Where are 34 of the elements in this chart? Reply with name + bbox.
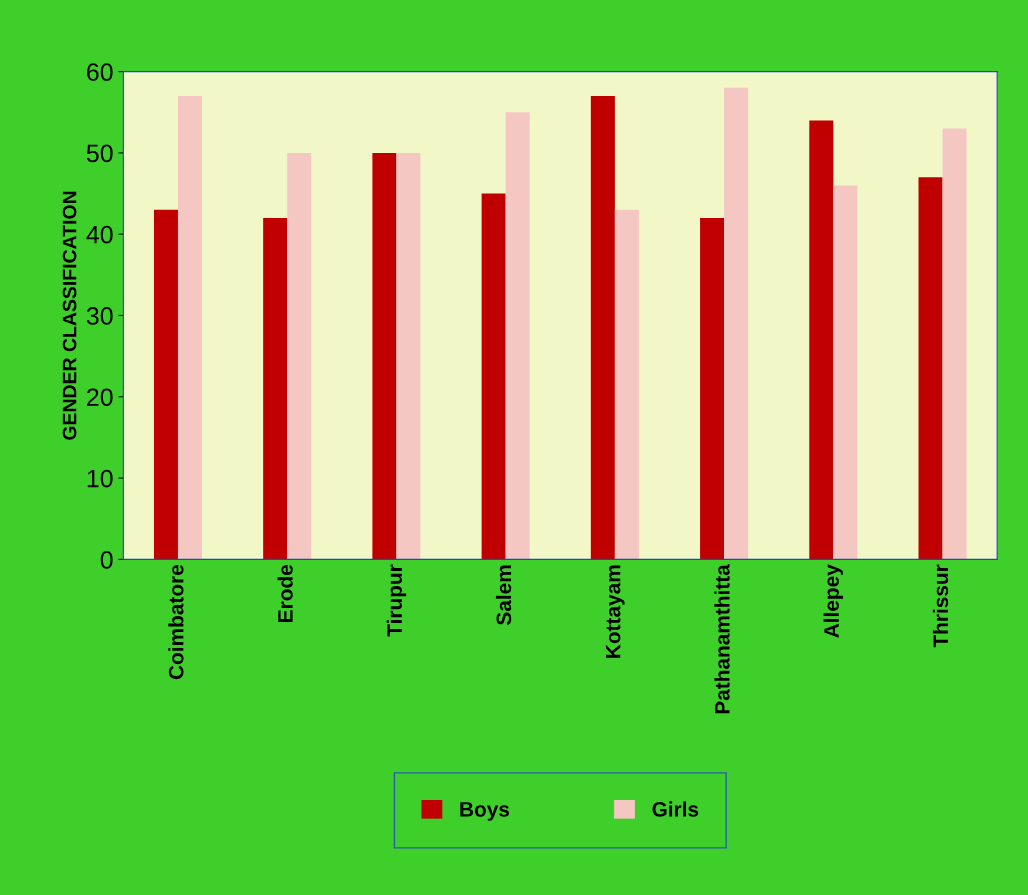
bar	[724, 87, 749, 560]
y-tick-label: 20	[87, 388, 113, 407]
x-tick-label: Salem	[495, 565, 512, 626]
x-tick-label: Allepey	[823, 564, 844, 638]
bar	[481, 193, 506, 560]
legend-label: Boys	[460, 802, 510, 821]
y-tick-label: 10	[87, 469, 113, 488]
x-tick-label: Thrissur	[932, 564, 949, 648]
bar	[153, 209, 178, 560]
bar	[809, 120, 834, 560]
x-tick-label: Coimbatore	[168, 564, 184, 680]
bar	[287, 152, 312, 560]
x-tick-label: Tirupur	[386, 564, 407, 637]
legend-label: Girls	[652, 801, 699, 817]
y-tick-label: 60	[87, 63, 113, 81]
y-tick-label: 40	[86, 225, 113, 244]
bar	[372, 152, 397, 560]
bar	[505, 112, 530, 560]
x-tick-label: Erode	[277, 564, 293, 622]
x-tick-label: Kottayam	[605, 565, 625, 658]
bar	[614, 209, 639, 560]
bar	[700, 217, 725, 560]
bar	[833, 185, 858, 560]
bar	[396, 152, 421, 560]
bar	[942, 128, 967, 560]
y-tick-label: 0	[100, 550, 113, 569]
bar	[177, 95, 202, 560]
y-axis-title: GENDER CLASSIFICATION	[62, 191, 77, 440]
x-tick-label: Pathanamthitta	[714, 564, 730, 714]
bar	[590, 95, 615, 560]
bar	[918, 177, 943, 560]
y-tick-label: 50	[86, 144, 113, 163]
y-tick-label: 30	[86, 307, 113, 325]
bar	[263, 217, 288, 560]
